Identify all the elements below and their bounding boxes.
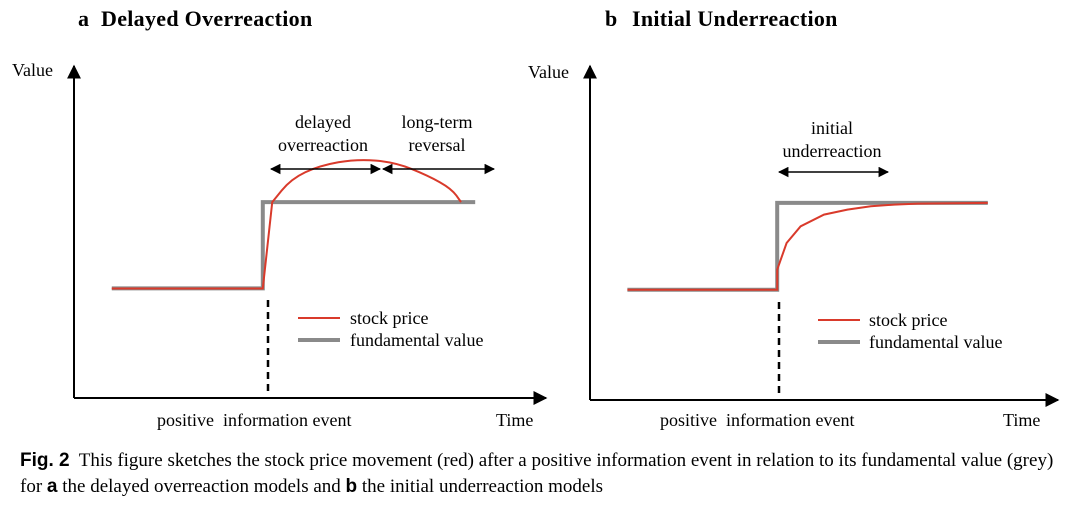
figure-caption: Fig. 2 This figure sketches the stock pr… — [20, 448, 1070, 500]
caption-text-1: This figure sketches the stock price mov… — [20, 450, 1054, 497]
panel-b-y-label: Value — [528, 62, 569, 82]
panel-a-fundamental-value-line — [111, 200, 476, 291]
panel-a-anno-2-line-1: long-term — [402, 112, 473, 132]
panel-a-delayed-overreaction: a Delayed Overreaction Value Time positi… — [12, 6, 548, 430]
panel-a-stock-price-line — [111, 159, 462, 290]
panel-b-title: Initial Underreaction — [632, 6, 838, 31]
panel-b-event-label: positive information event — [660, 410, 854, 430]
panel-b-x-label: Time — [1003, 410, 1040, 430]
panel-a-y-label: Value — [12, 60, 53, 80]
panel-b-anno-1-line-2: underreaction — [783, 141, 882, 161]
panel-a-event-label: positive information event — [157, 410, 351, 430]
panel-b-fundamental-value-line — [627, 200, 988, 292]
caption-text-2: the delayed overreaction models and — [57, 476, 346, 497]
panel-a-title: Delayed Overreaction — [101, 6, 312, 31]
panel-a-legend-fundamental-label: fundamental value — [350, 330, 483, 350]
panel-b-anno-1-line-1: initial — [811, 118, 853, 138]
panel-a-anno-1-line-1: delayed — [295, 112, 351, 132]
panel-a-x-label: Time — [496, 410, 533, 430]
caption-label: Fig. 2 — [20, 450, 70, 471]
panel-b-legend-price-label: stock price — [869, 310, 947, 330]
panel-a-legend-price-label: stock price — [350, 308, 428, 328]
caption-bold-b: b — [345, 476, 358, 497]
caption-bold-a: a — [46, 476, 58, 497]
figure: a Delayed Overreaction Value Time positi… — [12, 6, 1060, 430]
panel-b-stock-price-line — [627, 201, 988, 291]
panel-b-letter: b — [605, 6, 618, 31]
panel-a-anno-2-line-2: reversal — [409, 135, 466, 155]
panel-a-letter: a — [78, 6, 89, 31]
panel-b-initial-underreaction: b Initial Underreaction Value Time posit… — [528, 6, 1060, 430]
panel-b-legend-fundamental-label: fundamental value — [869, 332, 1002, 352]
panel-a-anno-1-line-2: overreaction — [278, 135, 368, 155]
caption-text-3: the initial underreaction models — [357, 476, 604, 497]
